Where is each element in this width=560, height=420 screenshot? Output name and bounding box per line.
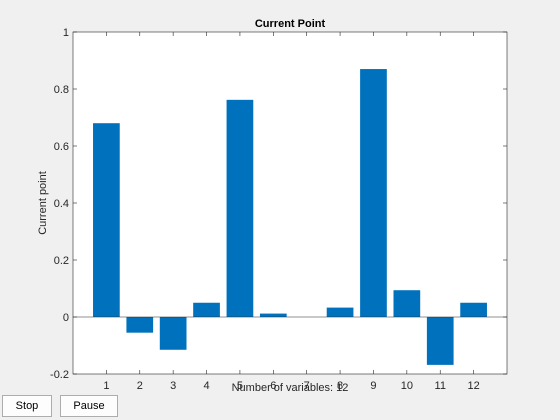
bar-11 [426,317,454,365]
x-tick-label: 3 [170,380,176,392]
x-axis-ticks: 1 2 3 4 5 6 7 8 9 10 11 12 [103,32,480,392]
bar-5 [226,99,254,317]
y-tick-label: 0.2 [54,255,69,267]
x-tick-label: 8 [337,380,343,392]
x-tick-label: 4 [203,380,209,392]
y-axis-label: Current point [37,171,49,235]
x-tick-label: 12 [467,380,479,392]
stop-button[interactable]: Stop [2,395,52,417]
x-tick-label: 1 [103,380,109,392]
chart-title: Current Point [255,18,326,30]
y-tick-label: 1 [63,27,69,39]
x-tick-label: 5 [237,380,243,392]
bar-1 [93,123,120,317]
x-tick-label: 6 [270,380,276,392]
x-tick-label: 9 [370,380,376,392]
y-tick-label: 0.8 [54,84,69,96]
bar-2 [126,317,154,333]
pause-button[interactable]: Pause [60,395,118,417]
y-tick-label: 0.6 [54,141,69,153]
bar-8 [326,307,354,317]
y-axis-ticks: -0.2 0 0.2 0.4 0.6 0.8 1 [50,27,507,381]
bar-chart: -0.200.20.40.60.81 1 2 3 4 5 6 7 8 9 10 11 12 Curre… [37,18,508,394]
x-tick-label: 11 [435,380,446,392]
bar-6 [259,313,287,317]
y-tick-label: 0.4 [54,198,69,210]
x-tick-label: 10 [401,380,413,392]
bars-group [93,69,487,365]
bar-4 [193,302,220,317]
bar-3 [159,317,187,350]
x-axis-label: Number of variables: 12 [232,382,349,394]
x-tick-label: 2 [137,380,143,392]
bar-12 [460,302,487,317]
bar-10 [393,290,421,317]
bar-9 [360,69,387,317]
y-tick-label: -0.2 [50,369,69,381]
y-tick-label: 0 [63,312,69,324]
x-tick-label: 7 [304,380,310,392]
